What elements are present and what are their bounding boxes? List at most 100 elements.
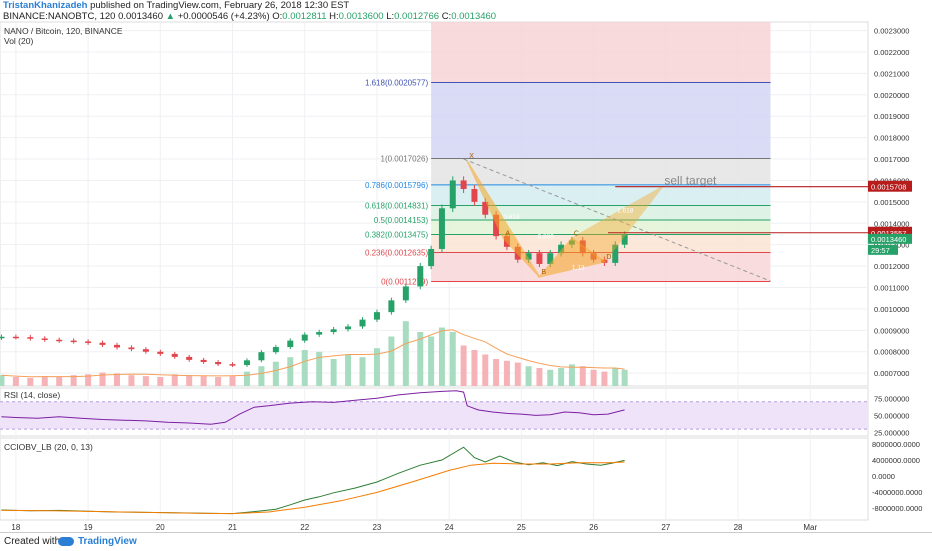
harmonic-triangle xyxy=(537,237,607,279)
y-tick-label: 0.0018000 xyxy=(874,134,909,143)
volume-bar xyxy=(301,350,308,386)
author-link[interactable]: TristanKhanizadeh xyxy=(3,0,88,11)
x-tick-label: 25 xyxy=(517,523,526,532)
x-tick-label: 18 xyxy=(11,523,20,532)
published-text: published on TradingView.com, February 2… xyxy=(87,0,350,11)
x-tick-label: 24 xyxy=(445,523,454,532)
harmonic-point-label: D xyxy=(606,254,611,261)
candle-body xyxy=(215,362,222,365)
volume-bar xyxy=(157,377,164,386)
high-label: H: xyxy=(329,11,339,22)
volume-bar xyxy=(503,360,510,386)
y-tick-label: 0.0023000 xyxy=(874,27,909,36)
up-arrow-icon: ▲ xyxy=(165,11,176,22)
candle-body xyxy=(287,340,294,348)
candle-body xyxy=(460,180,467,190)
volume-bar xyxy=(558,368,565,386)
candle-body xyxy=(85,341,92,343)
candle-body xyxy=(388,300,395,313)
candle-body xyxy=(99,342,106,345)
sell-target-price-label: 0.0015708 xyxy=(871,183,906,192)
low-value: 0.0012766 xyxy=(394,11,440,22)
volume-bar xyxy=(330,359,337,386)
candle-body xyxy=(41,338,48,340)
volume-bar xyxy=(243,371,250,386)
volume-legend: Vol (20) xyxy=(4,36,33,46)
candle-body xyxy=(157,351,164,354)
candle-body xyxy=(171,353,178,357)
publish-line: TristanKhanizadeh published on TradingVi… xyxy=(3,0,349,11)
rsi-legend: RSI (14, close) xyxy=(4,390,60,400)
fib-band xyxy=(431,158,771,185)
candle-body xyxy=(621,234,628,245)
fib-band xyxy=(431,219,771,235)
x-tick-label: 20 xyxy=(156,523,165,532)
candle-body xyxy=(70,340,77,343)
volume-bar xyxy=(547,369,554,386)
fib-level-label: 0.382(0.0013475) xyxy=(365,231,429,240)
volume-bar xyxy=(215,377,222,386)
volume-bar xyxy=(621,369,628,386)
rsi-line xyxy=(1,390,625,425)
sell-target-price-tag xyxy=(868,180,912,192)
volume-bar xyxy=(258,366,265,386)
symbol-label: BINANCE:NANOBTC, 120 xyxy=(3,11,116,22)
candle-body xyxy=(612,244,619,263)
volume-bar xyxy=(359,357,366,386)
y-tick-label: 0.0010000 xyxy=(874,305,909,314)
y-tick-label: 0.0011000 xyxy=(874,284,909,293)
harmonic-point-label: B xyxy=(541,269,546,276)
y-tick-label: 0.0007000 xyxy=(874,369,909,378)
y-tick-label: 0.0021000 xyxy=(874,69,909,78)
volume-bar xyxy=(99,372,106,386)
obv-y-tick-label: -8000000.0000 xyxy=(872,504,922,513)
candle-body xyxy=(113,344,120,348)
ohlc-line: BINANCE:NANOBTC, 120 0.0013460 ▲ +0.0000… xyxy=(3,11,496,22)
obv-legend: CCIOBV_LB (20, 0, 13) xyxy=(4,442,93,452)
y-tick-label: 0.0020000 xyxy=(874,91,909,100)
last-price: 0.0013460 xyxy=(118,11,164,22)
fib-level-label: 0.786(0.0015796) xyxy=(365,181,429,190)
candle-body xyxy=(558,244,565,254)
candle-body xyxy=(359,319,366,327)
x-tick-label: 23 xyxy=(372,523,381,532)
main-legend-title: NANO / Bitcoin, 120, BINANCE xyxy=(4,26,123,36)
candle-body xyxy=(525,253,532,260)
y-tick-label: 0.0017000 xyxy=(874,155,909,164)
y-tick-label: 0.0009000 xyxy=(874,326,909,335)
obv-series-line xyxy=(1,461,625,515)
rsi-band xyxy=(0,401,868,430)
close-label: C: xyxy=(441,11,452,22)
volume-bar xyxy=(12,377,19,386)
harmonic-ratio-label: 1.618 xyxy=(617,208,634,215)
volume-bar xyxy=(373,348,380,386)
volume-bar xyxy=(460,345,467,386)
fib-level-label: 1.618(0.0020577) xyxy=(365,78,429,87)
tradingview-brand[interactable]: TradingView xyxy=(78,536,137,547)
created-with-text: Created with xyxy=(4,536,61,547)
countdown-tag xyxy=(868,244,898,255)
candle-body xyxy=(482,201,489,215)
chart-canvas[interactable]: 0.0023000 0.0022000 0.0021000 0.0020000 0.00… xyxy=(0,0,932,532)
volume-bar xyxy=(612,368,619,386)
x-tick-label: 26 xyxy=(589,523,598,532)
volume-bar xyxy=(229,376,236,386)
candle-body xyxy=(402,286,409,301)
candle-body xyxy=(330,329,337,333)
open-value: 0.0012811 xyxy=(282,11,327,22)
volume-bar xyxy=(200,376,207,386)
volume-bar xyxy=(525,366,532,386)
current-level-tag xyxy=(868,226,912,238)
fib-level-label: 0.5(0.0014153) xyxy=(374,216,429,225)
price-change: +0.0000546 (+4.23%) xyxy=(177,11,270,22)
candle-body xyxy=(493,214,500,237)
volume-bar xyxy=(287,357,294,386)
volume-bar xyxy=(0,375,5,386)
volume-bar xyxy=(471,350,478,386)
volume-bar xyxy=(70,375,77,386)
y-tick-label: 0.0019000 xyxy=(874,112,909,121)
x-tick-label: 21 xyxy=(228,523,237,532)
candle-body xyxy=(417,266,424,287)
fib-band xyxy=(431,22,771,83)
volume-bar xyxy=(272,361,279,386)
